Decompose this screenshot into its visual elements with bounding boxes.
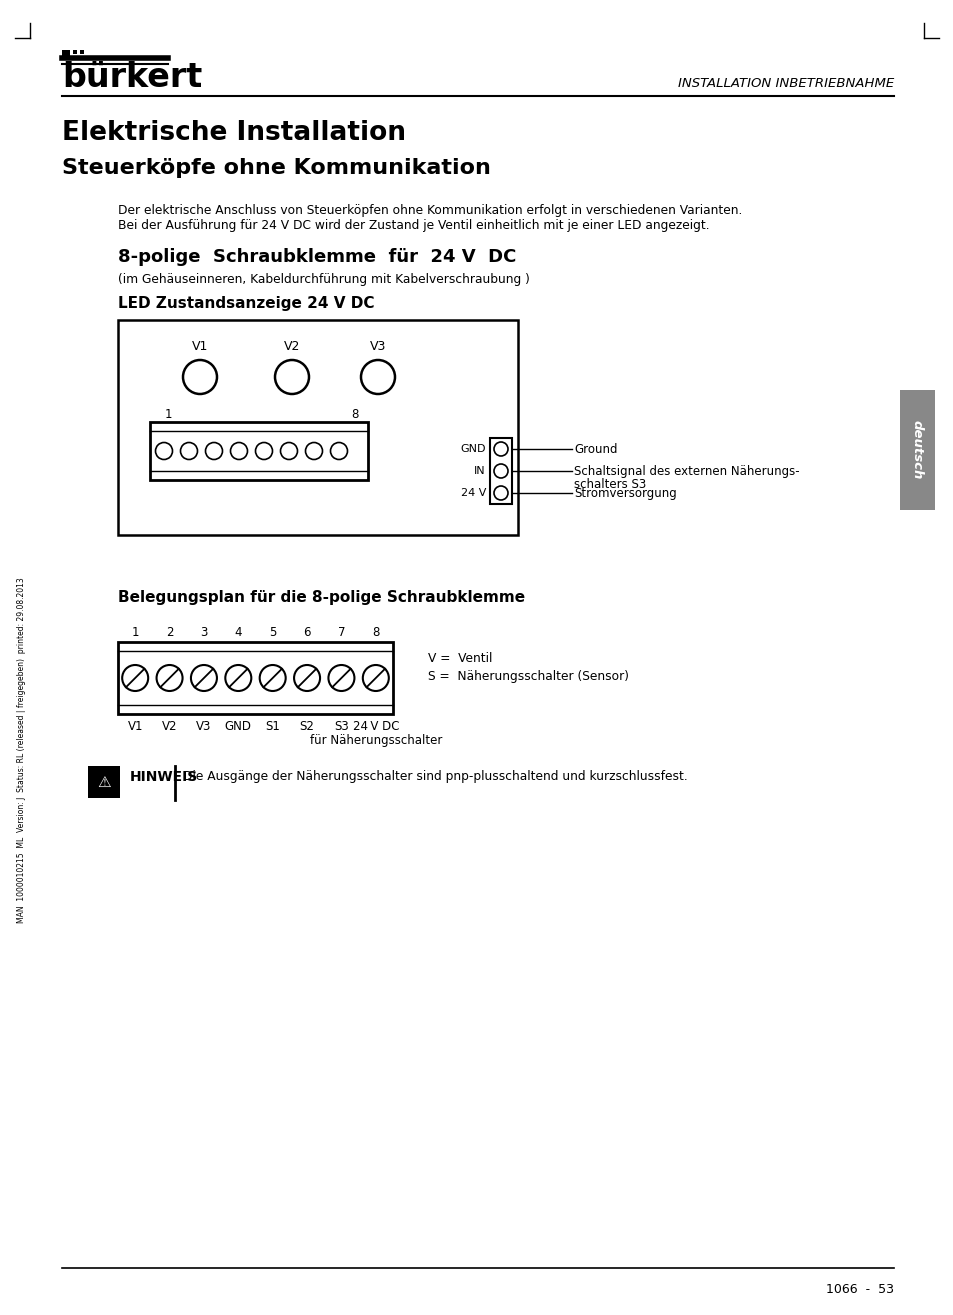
Text: Bei der Ausführung für 24 V DC wird der Zustand je Ventil einheitlich mit je ein: Bei der Ausführung für 24 V DC wird der … — [118, 220, 709, 231]
Text: Elektrische Installation: Elektrische Installation — [62, 120, 406, 146]
Bar — [490, 438, 512, 504]
Text: 8-polige  Schraubklemme  für  24 V  DC: 8-polige Schraubklemme für 24 V DC — [118, 249, 516, 266]
Bar — [80, 50, 84, 54]
Text: V2: V2 — [283, 341, 300, 352]
Text: V3: V3 — [196, 721, 212, 732]
Text: deutsch: deutsch — [910, 421, 923, 480]
Bar — [62, 50, 70, 57]
Text: Belegungsplan für die 8-polige Schraubklemme: Belegungsplan für die 8-polige Schraubkl… — [118, 590, 524, 605]
Text: Ground: Ground — [574, 443, 617, 455]
Text: 7: 7 — [337, 626, 345, 639]
Text: Schaltsignal des externen Näherungs-: Schaltsignal des externen Näherungs- — [574, 466, 799, 477]
Bar — [118, 320, 517, 535]
Text: IN: IN — [474, 466, 485, 476]
Text: 3: 3 — [200, 626, 208, 639]
Text: 6: 6 — [303, 626, 311, 639]
Text: 1: 1 — [132, 626, 139, 639]
Text: V2: V2 — [162, 721, 177, 732]
Text: HINWEIS: HINWEIS — [130, 771, 198, 784]
Text: V3: V3 — [370, 341, 386, 352]
Text: (im Gehäuseinneren, Kabeldurchführung mit Kabelverschraubung ): (im Gehäuseinneren, Kabeldurchführung mi… — [118, 274, 529, 285]
Text: V1: V1 — [192, 341, 208, 352]
Text: S1: S1 — [265, 721, 280, 732]
Bar — [899, 391, 934, 510]
Bar — [88, 767, 120, 798]
Text: 1066  -  53: 1066 - 53 — [825, 1283, 893, 1297]
Text: 2: 2 — [166, 626, 173, 639]
Text: Der elektrische Anschluss von Steuerköpfen ohne Kommunikation erfolgt in verschi: Der elektrische Anschluss von Steuerköpf… — [118, 204, 741, 217]
Text: 8: 8 — [372, 626, 379, 639]
Text: 1: 1 — [164, 408, 172, 421]
Bar — [73, 50, 77, 54]
Text: ⚠: ⚠ — [97, 775, 111, 789]
Bar — [118, 642, 393, 714]
Text: GND: GND — [460, 444, 485, 454]
Text: schalters S3: schalters S3 — [574, 477, 645, 490]
Text: 24 V: 24 V — [460, 488, 485, 498]
Text: für Näherungsschalter: für Näherungsschalter — [310, 734, 441, 747]
Text: Steuerköpfe ohne Kommunikation: Steuerköpfe ohne Kommunikation — [62, 158, 491, 178]
Text: INSTALLATION INBETRIEBNAHME: INSTALLATION INBETRIEBNAHME — [677, 78, 893, 89]
Text: MAN  1000010215  ML  Version: J  Status: RL (released | freigegeben)  printed: 2: MAN 1000010215 ML Version: J Status: RL … — [17, 577, 27, 923]
Text: S2: S2 — [299, 721, 314, 732]
Text: V =  Ventil: V = Ventil — [428, 652, 492, 665]
Text: Stromversorgung: Stromversorgung — [574, 487, 676, 500]
Text: 8: 8 — [351, 408, 358, 421]
Text: GND: GND — [225, 721, 252, 732]
Text: V1: V1 — [128, 721, 143, 732]
Text: S =  Näherungsschalter (Sensor): S = Näherungsschalter (Sensor) — [428, 671, 628, 682]
Text: LED Zustandsanzeige 24 V DC: LED Zustandsanzeige 24 V DC — [118, 296, 375, 312]
Text: 5: 5 — [269, 626, 276, 639]
Bar — [150, 422, 368, 480]
Text: S3: S3 — [334, 721, 349, 732]
Text: 4: 4 — [234, 626, 242, 639]
Text: bürkert: bürkert — [62, 60, 202, 93]
Text: Die Ausgänge der Näherungsschalter sind pnp-plusschaltend und kurzschlussfest.: Die Ausgänge der Näherungsschalter sind … — [183, 771, 687, 782]
Text: 24 V DC: 24 V DC — [353, 721, 398, 732]
